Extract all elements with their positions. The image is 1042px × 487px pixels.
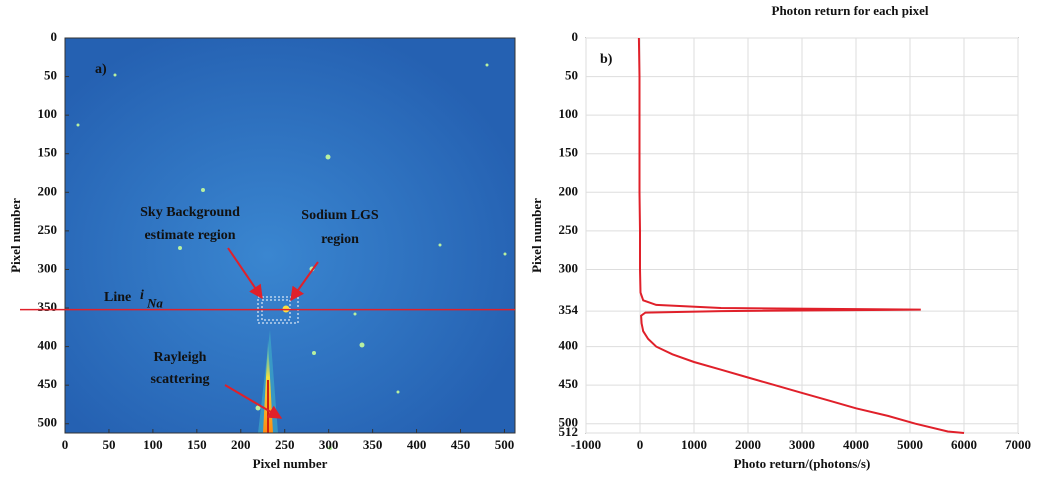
y-tick-label: 50 bbox=[44, 68, 57, 83]
x-tick-label: 0 bbox=[637, 437, 644, 452]
x-tick-label: 400 bbox=[407, 437, 427, 452]
y-tick-label: 354 bbox=[559, 302, 579, 317]
y-tick-label: 200 bbox=[559, 183, 579, 198]
stars bbox=[76, 63, 507, 450]
y-tick-label: 100 bbox=[559, 106, 579, 121]
x-tick-label: 250 bbox=[275, 437, 295, 452]
image-frame bbox=[64, 37, 516, 434]
x-tick-label: 200 bbox=[231, 437, 251, 452]
x-tick-label: 2000 bbox=[735, 437, 761, 452]
panel-label: b) bbox=[600, 52, 613, 67]
x-tick-label: 300 bbox=[319, 437, 339, 452]
y-tick-label: 200 bbox=[38, 183, 58, 198]
y-tick-label: 300 bbox=[38, 260, 58, 275]
y-tick-label: 500 bbox=[559, 415, 579, 430]
x-tick-label: 500 bbox=[495, 437, 515, 452]
line-subscript: Na bbox=[146, 296, 163, 311]
annotation: Rayleigh bbox=[154, 350, 207, 365]
x-tick-label: 450 bbox=[451, 437, 471, 452]
y-axis-label: Pixel number bbox=[529, 198, 544, 273]
arrows bbox=[224, 247, 319, 419]
y-tick-label: 150 bbox=[559, 145, 579, 160]
x-tick-label: 100 bbox=[143, 437, 163, 452]
x-tick-label: 6000 bbox=[951, 437, 977, 452]
x-tick-label: 5000 bbox=[897, 437, 923, 452]
y-tick-label: 500 bbox=[38, 415, 58, 430]
sky-image bbox=[64, 37, 516, 450]
line-label: Line bbox=[104, 290, 131, 305]
y-tick-label: 150 bbox=[38, 145, 58, 160]
x-tick-label: 350 bbox=[363, 437, 383, 452]
y-tick-label: 400 bbox=[559, 338, 579, 353]
annotation: Sodium LGS bbox=[301, 208, 379, 223]
x-tick-label: 1000 bbox=[681, 437, 707, 452]
data-line bbox=[637, 37, 965, 434]
annotation: region bbox=[321, 232, 359, 247]
x-tick-label: 150 bbox=[187, 437, 207, 452]
y-tick-label: 250 bbox=[559, 222, 579, 237]
y-tick-label: 512 bbox=[559, 424, 579, 439]
y-tick-label: 300 bbox=[559, 260, 579, 275]
y-tick-label: 250 bbox=[38, 222, 58, 237]
image-background bbox=[65, 38, 515, 433]
y-tick-label: 100 bbox=[38, 106, 58, 121]
y-tick-label: 350 bbox=[38, 299, 58, 314]
x-axis-label: Pixel number bbox=[253, 456, 328, 471]
annotation: Sky Background bbox=[140, 205, 240, 220]
x-tick-label: 7000 bbox=[1005, 437, 1031, 452]
y-tick-label: 0 bbox=[51, 29, 58, 44]
annotation: scattering bbox=[150, 372, 209, 387]
x-tick-label: 3000 bbox=[789, 437, 815, 452]
annotation: estimate region bbox=[144, 228, 235, 243]
panel-label: a) bbox=[95, 62, 107, 77]
chart-title: Photon return for each pixel bbox=[772, 3, 929, 18]
y-axis-label: Pixel number bbox=[8, 198, 23, 273]
x-axis-label: Photo return/(photons/s) bbox=[734, 456, 871, 471]
y-tick-label: 0 bbox=[572, 29, 579, 44]
y-tick-label: 450 bbox=[559, 376, 579, 391]
y-tick-label: 400 bbox=[38, 338, 58, 353]
x-tick-label: -1000 bbox=[571, 437, 601, 452]
y-tick-label: 450 bbox=[38, 376, 58, 391]
x-tick-label: 50 bbox=[102, 437, 115, 452]
x-tick-label: 4000 bbox=[843, 437, 869, 452]
x-tick-label: 0 bbox=[62, 437, 69, 452]
line-symbol: i bbox=[140, 288, 144, 303]
y-tick-label: 50 bbox=[565, 68, 578, 83]
